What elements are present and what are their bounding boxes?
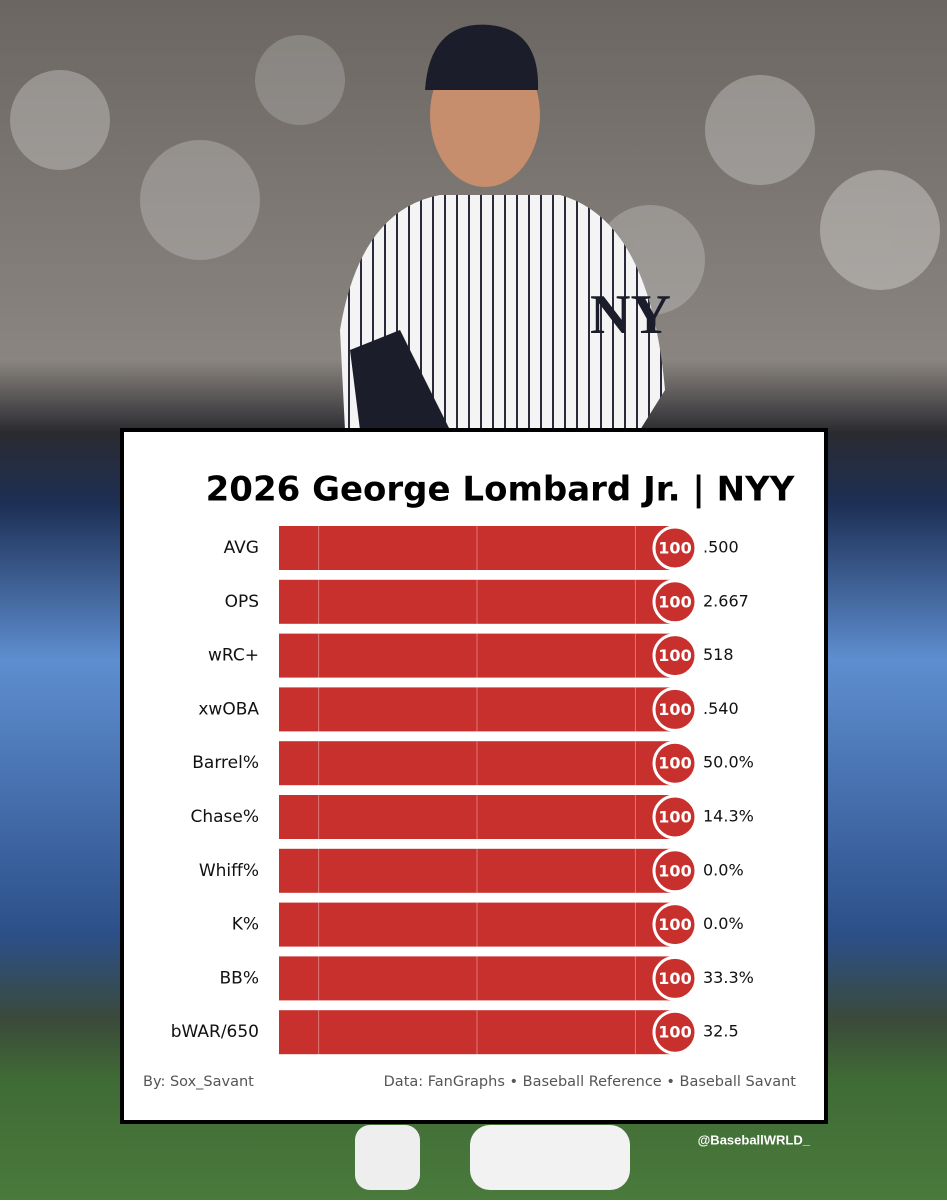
bar	[279, 687, 675, 732]
percentile-label: 100	[658, 808, 691, 827]
percentile-marker	[652, 525, 698, 571]
stat-label: 0.0%	[703, 914, 744, 933]
player: NY	[340, 24, 671, 1190]
bar	[279, 956, 675, 1001]
percentile-label: 100	[658, 700, 691, 719]
watermark: @BaseballWRLD_	[698, 1132, 811, 1147]
bar	[279, 526, 675, 570]
category-label: BB%	[220, 968, 259, 988]
category-label: OPS	[225, 592, 259, 612]
labels: AVG 100 .500 OPS 100 2.667 wRC+ 100 518 xwOBA 100.…	[171, 525, 754, 1055]
stat-label: 33.3%	[703, 968, 754, 987]
category-label: AVG	[224, 538, 259, 558]
stat-label: .540	[703, 699, 739, 718]
stat-label: 0.0%	[703, 860, 744, 879]
bar	[279, 579, 675, 624]
percentile-label: 100	[658, 592, 691, 611]
stat-label: 518	[703, 645, 734, 664]
percentile-label: 100	[658, 969, 691, 988]
category-label: bWAR/650	[171, 1022, 259, 1042]
stat-label: 2.667	[703, 591, 749, 610]
percentile-marker	[652, 633, 698, 679]
bar	[279, 1010, 675, 1055]
percentile-label: 100	[658, 1023, 691, 1042]
category-label: xwOBA	[198, 699, 259, 719]
stat-label: .500	[703, 538, 739, 557]
author: By: Sox_Savant	[143, 1074, 254, 1090]
chart-title: 2026 George Lombard Jr. | NYY	[206, 470, 795, 510]
svg-text:NY: NY	[590, 284, 671, 346]
grid	[318, 526, 636, 1055]
category-label: Whiff%	[199, 861, 259, 881]
bar	[279, 741, 675, 786]
category-label: K%	[232, 915, 259, 935]
plot: AVG 100 .500 OPS 100 2.667 wRC+ 100 518 xwOBA 100.…	[171, 525, 754, 1055]
bar	[279, 902, 675, 947]
percentile-marker	[652, 579, 698, 625]
percentile-marker	[652, 902, 698, 948]
percentile-marker	[652, 955, 698, 1001]
category-label: Barrel%	[192, 753, 259, 773]
percentile-marker	[652, 1009, 698, 1055]
bar	[279, 633, 675, 678]
bar	[279, 848, 675, 893]
percentile-marker	[652, 848, 698, 894]
percentile-marker	[652, 686, 698, 732]
percentile-marker	[652, 740, 698, 786]
stat-label: 32.5	[703, 1022, 739, 1041]
source: Data: FanGraphs • Baseball Reference • B…	[384, 1074, 797, 1090]
bar	[279, 795, 675, 839]
category-label: wRC+	[208, 646, 259, 666]
category-label: Chase%	[190, 807, 259, 827]
percentile-label: 100	[658, 861, 691, 880]
percentile-label: 100	[658, 539, 691, 558]
stat-label: 50.0%	[703, 753, 754, 772]
percentile-marker	[652, 794, 698, 840]
percentile-label: 100	[658, 915, 691, 934]
percentile-label: 100	[658, 754, 691, 773]
stat-label: 14.3%	[703, 807, 754, 826]
bars	[279, 526, 675, 1055]
percentile-label: 100	[658, 646, 691, 665]
